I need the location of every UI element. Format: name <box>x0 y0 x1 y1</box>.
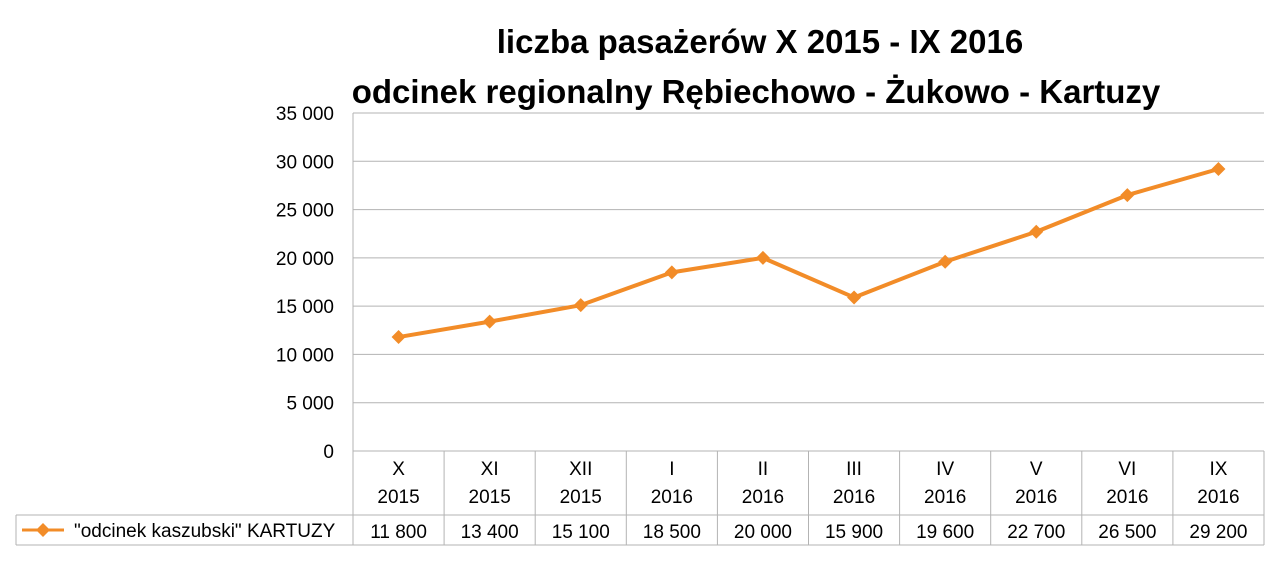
x-tick-label-year: 2016 <box>1197 487 1239 508</box>
x-tick-label-year: 2015 <box>560 487 602 508</box>
data-label: 26 500 <box>1098 522 1156 543</box>
chart-title-line-2: odcinek regionalny Rębiechowo - Żukowo -… <box>352 73 1161 110</box>
data-point-marker <box>1120 188 1135 203</box>
x-tick-label-month: VI <box>1118 459 1136 480</box>
y-tick-label: 5 000 <box>286 394 334 415</box>
x-tick-label-month: II <box>758 459 769 480</box>
x-tick-label-year: 2015 <box>377 487 419 508</box>
data-point-marker <box>482 314 497 329</box>
x-tick-label-month: XII <box>569 459 592 480</box>
data-label: 15 900 <box>825 522 883 543</box>
y-tick-label: 30 000 <box>276 152 334 173</box>
x-tick-label-year: 2016 <box>1015 487 1057 508</box>
data-point-marker <box>1029 224 1044 239</box>
y-tick-label: 20 000 <box>276 249 334 270</box>
gridlines <box>352 112 1264 545</box>
legend-label: "odcinek kaszubski" KARTUZY <box>74 521 336 542</box>
data-label: 19 600 <box>916 522 974 543</box>
data-table: X 2015 11 800 XI 2015 13 400 XII 2015 15 100 I 201… <box>15 450 1265 546</box>
data-point-marker <box>391 330 406 345</box>
x-tick-label-year: 2015 <box>469 487 511 508</box>
y-tick-label: 25 000 <box>276 201 334 222</box>
x-tick-label-year: 2016 <box>833 487 875 508</box>
data-label: 18 500 <box>643 522 701 543</box>
x-tick-label-year: 2016 <box>1106 487 1148 508</box>
data-label: 29 200 <box>1189 522 1247 543</box>
x-tick-label-month: V <box>1030 459 1043 480</box>
y-tick-label: 10 000 <box>276 345 334 366</box>
data-label: 20 000 <box>734 522 792 543</box>
data-label: 15 100 <box>552 522 610 543</box>
data-point-marker <box>755 250 770 265</box>
y-tick-label: 15 000 <box>276 297 334 318</box>
x-tick-label-year: 2016 <box>651 487 693 508</box>
x-tick-label-year: 2016 <box>742 487 784 508</box>
x-tick-label-month: I <box>669 459 674 480</box>
data-point-marker <box>573 298 588 313</box>
x-tick-label-month: X <box>392 459 405 480</box>
series-line <box>398 167 1220 340</box>
data-point-marker <box>1211 162 1226 177</box>
data-label: 13 400 <box>461 522 519 543</box>
data-label: 11 800 <box>370 522 427 543</box>
x-tick-label-month: IV <box>936 459 954 480</box>
legend-diamond-icon <box>36 523 50 537</box>
x-tick-label-month: III <box>846 459 862 480</box>
data-point-marker <box>938 254 953 269</box>
chart-title-line-1: liczba pasażerów X 2015 - IX 2016 <box>497 23 1023 60</box>
x-tick-label-month: XI <box>481 459 499 480</box>
series-line-group <box>391 162 1226 345</box>
x-tick-label-year: 2016 <box>924 487 966 508</box>
y-tick-label: 0 <box>323 442 334 463</box>
y-tick-label: 35 000 <box>276 104 334 125</box>
y-axis: 0 5 000 10 000 15 000 20 000 25 000 30 000 35 0… <box>276 104 334 463</box>
data-point-marker <box>847 290 862 305</box>
data-label: 22 700 <box>1007 522 1065 543</box>
data-point-marker <box>664 265 679 280</box>
x-tick-label-month: IX <box>1209 459 1227 480</box>
